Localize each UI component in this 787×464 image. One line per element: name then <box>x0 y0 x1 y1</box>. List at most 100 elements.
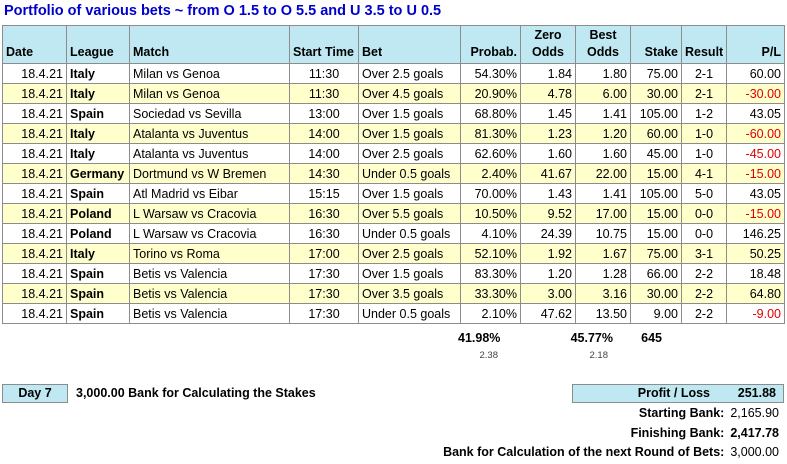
cell-league: Spain <box>66 303 130 324</box>
cell-best: 1.67 <box>575 243 631 264</box>
cell-league: Spain <box>66 263 130 284</box>
cell-stake: 15.00 <box>630 163 682 184</box>
table-row: 18.4.21 Germany Dortmund vs W Bremen 14:30 U… <box>2 163 785 184</box>
cell-pl: -30.00 <box>726 83 785 104</box>
table-row: 18.4.21 Italy Milan vs Genoa 11:30 Over 2.5 … <box>2 63 785 84</box>
col-probability: Probab. <box>460 25 521 64</box>
cell-best: 1.60 <box>575 143 631 164</box>
cell-stake: 105.00 <box>630 183 682 204</box>
cell-result: 0-0 <box>681 223 727 244</box>
cell-date: 18.4.21 <box>2 243 67 264</box>
cell-stake: 45.00 <box>630 143 682 164</box>
table-row: 18.4.21 Spain Sociedad vs Sevilla 13:00 Over… <box>2 103 785 124</box>
cell-result: 0-0 <box>681 203 727 224</box>
cell-bet: Under 0.5 goals <box>358 163 461 184</box>
cell-prob: 70.00% <box>460 183 521 204</box>
cell-best: 1.80 <box>575 63 631 84</box>
cell-stake: 9.00 <box>630 303 682 324</box>
cell-pl: 43.05 <box>726 183 785 204</box>
header-row: Date League Match Start Time Bet Probab.… <box>2 25 785 64</box>
bank-amount: 3,000.00 <box>76 386 125 400</box>
cell-zero: 1.84 <box>520 63 576 84</box>
cell-date: 18.4.21 <box>2 203 67 224</box>
cell-start: 16:30 <box>289 223 359 244</box>
cell-zero: 4.78 <box>520 83 576 104</box>
cell-match: L Warsaw vs Cracovia <box>129 223 290 244</box>
cell-best: 22.00 <box>575 163 631 184</box>
probability-sub: 2.38 <box>479 350 499 361</box>
cell-bet: Over 2.5 goals <box>358 143 461 164</box>
cell-match: Betis vs Valencia <box>129 303 290 324</box>
cell-pl: 50.25 <box>726 243 785 264</box>
cell-date: 18.4.21 <box>2 143 67 164</box>
cell-match: Milan vs Genoa <box>129 83 290 104</box>
cell-zero: 1.60 <box>520 143 576 164</box>
cell-prob: 62.60% <box>460 143 521 164</box>
cell-prob: 81.30% <box>460 123 521 144</box>
table-row: 18.4.21 Italy Atalanta vs Juventus 14:00 Ove… <box>2 143 785 164</box>
col-stake: Stake <box>630 25 682 64</box>
cell-pl: -15.00 <box>726 163 785 184</box>
cell-bet: Over 4.5 goals <box>358 83 461 104</box>
cell-match: Betis vs Valencia <box>129 283 290 304</box>
cell-bet: Under 0.5 goals <box>358 223 461 244</box>
cell-start: 11:30 <box>289 63 359 84</box>
cell-result: 2-1 <box>681 83 727 104</box>
cell-result: 2-2 <box>681 263 727 284</box>
cell-zero: 47.62 <box>520 303 576 324</box>
cell-league: Germany <box>66 163 130 184</box>
cell-prob: 68.80% <box>460 103 521 124</box>
stake-total: 645 <box>641 331 662 345</box>
cell-date: 18.4.21 <box>2 283 67 304</box>
cell-zero: 1.45 <box>520 103 576 124</box>
cell-stake: 15.00 <box>630 223 682 244</box>
cell-pl: 146.25 <box>726 223 785 244</box>
cell-zero: 1.23 <box>520 123 576 144</box>
cell-start: 17:30 <box>289 283 359 304</box>
cell-date: 18.4.21 <box>2 103 67 124</box>
col-pl: P/L <box>726 25 785 64</box>
profit-loss-value: 251.88 <box>737 386 776 400</box>
cell-stake: 105.00 <box>630 103 682 124</box>
cell-best: 6.00 <box>575 83 631 104</box>
cell-result: 2-2 <box>681 283 727 304</box>
next-round-bank: Bank for Calculation of the next Round o… <box>443 445 779 459</box>
cell-league: Poland <box>66 203 130 224</box>
cell-bet: Over 5.5 goals <box>358 203 461 224</box>
cell-start: 13:00 <box>289 103 359 124</box>
cell-date: 18.4.21 <box>2 263 67 284</box>
cell-league: Spain <box>66 103 130 124</box>
cell-match: Sociedad vs Sevilla <box>129 103 290 124</box>
cell-start: 15:15 <box>289 183 359 204</box>
cell-match: Atl Madrid vs Eibar <box>129 183 290 204</box>
cell-best: 1.20 <box>575 123 631 144</box>
col-bet: Bet <box>358 25 461 64</box>
cell-league: Italy <box>66 83 130 104</box>
cell-date: 18.4.21 <box>2 63 67 84</box>
col-result: Result <box>681 25 727 64</box>
probability-total: 41.98% <box>458 331 501 345</box>
cell-league: Spain <box>66 283 130 304</box>
finishing-bank: Finishing Bank: 2,417.78 <box>630 426 779 440</box>
cell-best: 1.41 <box>575 183 631 204</box>
cell-prob: 33.30% <box>460 283 521 304</box>
cell-zero: 1.43 <box>520 183 576 204</box>
table-row: 18.4.21 Spain Atl Madrid vs Eibar 15:15 Over… <box>2 183 785 204</box>
table-row: 18.4.21 Italy Torino vs Roma 17:00 Over 2.5 … <box>2 243 785 264</box>
profit-loss-box: Profit / Loss 251.88 <box>572 384 784 403</box>
cell-zero: 3.00 <box>520 283 576 304</box>
cell-pl: -15.00 <box>726 203 785 224</box>
cell-start: 16:30 <box>289 203 359 224</box>
cell-bet: Over 1.5 goals <box>358 103 461 124</box>
cell-match: Atalanta vs Juventus <box>129 143 290 164</box>
cell-date: 18.4.21 <box>2 83 67 104</box>
cell-result: 1-0 <box>681 123 727 144</box>
cell-bet: Over 1.5 goals <box>358 183 461 204</box>
cell-prob: 83.30% <box>460 263 521 284</box>
day-label: Day 7 <box>2 384 68 403</box>
cell-bet: Over 1.5 goals <box>358 123 461 144</box>
cell-date: 18.4.21 <box>2 223 67 244</box>
cell-match: Torino vs Roma <box>129 243 290 264</box>
cell-best: 17.00 <box>575 203 631 224</box>
cell-pl: 60.00 <box>726 63 785 84</box>
